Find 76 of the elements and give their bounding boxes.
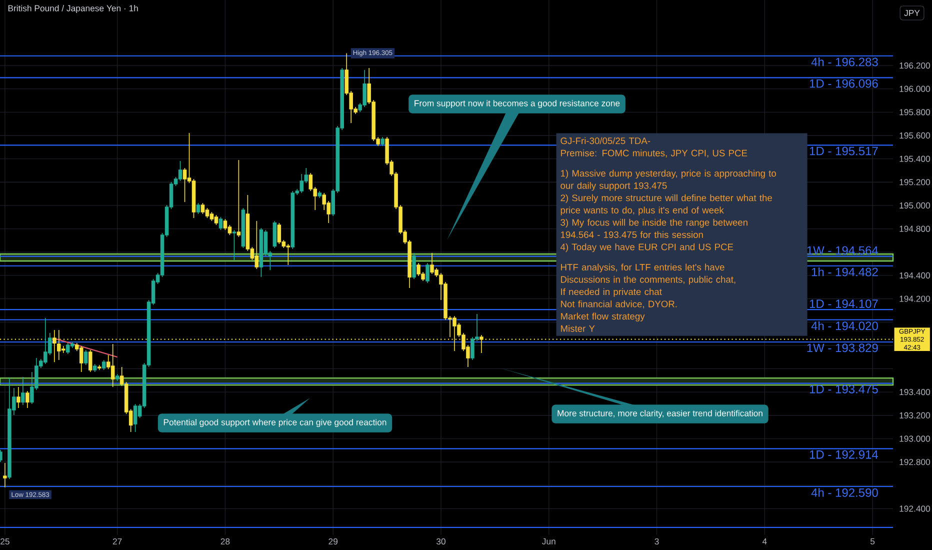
candlestick xyxy=(3,462,7,488)
y-tick-label: 195.800 xyxy=(900,109,930,116)
y-tick-label: 195.400 xyxy=(900,156,930,162)
y-tick-label: 196.000 xyxy=(900,86,930,92)
candlestick xyxy=(236,160,241,238)
x-tick-label: 29 xyxy=(328,538,338,545)
ref-line-label: 1W - 193.829 xyxy=(807,344,878,352)
annotation: More structure, more clarity, easier trend identification xyxy=(558,410,762,418)
y-tick-label: 192.400 xyxy=(900,506,930,512)
annotation: 4) Today we have EUR CPI and US PCE xyxy=(560,243,734,252)
candlestick xyxy=(426,262,430,284)
candlestick xyxy=(110,344,115,388)
candlestick xyxy=(21,376,25,406)
ref-line-label: 1D - 195.517 xyxy=(810,146,878,156)
annotation: 1) Massive dump yesterday, price is approaching to xyxy=(560,170,776,179)
candlestick xyxy=(214,214,218,226)
x-tick-label: 30 xyxy=(436,538,446,545)
candlestick xyxy=(318,190,322,198)
annotation: Not financial advice, DYOR. xyxy=(561,300,677,308)
x-tick-label: 27 xyxy=(112,538,122,544)
annotation: HTF analysis, for LTF entries let's have xyxy=(561,264,724,272)
ref-line-label: 1D - 192.914 xyxy=(810,450,878,459)
text: British Pound / Japanese Yen · 1h xyxy=(8,4,138,14)
candlestick xyxy=(254,220,259,270)
y-tick-label: 194.400 xyxy=(900,272,930,278)
ref-line-label: 4h - 192.590 xyxy=(811,488,878,497)
candlestick xyxy=(84,350,88,366)
annotation: our daily support 193.475 xyxy=(560,182,667,191)
candlestick xyxy=(97,364,102,370)
x-tick-label: Jun xyxy=(542,538,556,544)
annotation: 194.564 - 193.475 for this session xyxy=(560,231,703,238)
candlestick xyxy=(232,230,236,260)
annotation: If needed in private chat xyxy=(561,288,662,297)
y-tick-label: 195.200 xyxy=(900,179,930,186)
ref-line-label: 4h - 194.020 xyxy=(811,321,878,330)
annotation: GJ-Fri-30/05/25 TDA- xyxy=(560,137,650,144)
candlestick xyxy=(92,364,97,372)
y-tick-label: 192.800 xyxy=(900,458,930,466)
annotation: price wants to do, plus it's end of week xyxy=(560,206,724,216)
candlestick xyxy=(16,386,20,408)
y-tick-label: 194.800 xyxy=(900,226,930,232)
x-tick-label: 3 xyxy=(654,538,659,545)
ref-line-label: 1D - 196.096 xyxy=(810,79,878,88)
annotation: 2) Surely more structure will define better what the xyxy=(560,194,772,204)
y-tick-label: 194.200 xyxy=(900,296,930,302)
y-tick-label: 193.000 xyxy=(900,436,930,442)
ref-line-label: 1D - 193.475 xyxy=(810,384,878,394)
y-tick-label: 193.200 xyxy=(900,412,930,418)
candlestick xyxy=(102,360,106,370)
candlestick xyxy=(380,136,384,146)
candlestick xyxy=(286,244,290,266)
x-tick-label: 4 xyxy=(762,538,767,544)
x-tick-label: 25 xyxy=(0,538,10,545)
annotation: Premise: FOMC minutes, JPY CPI, US PCE xyxy=(561,150,748,158)
ref-line-label: 4h - 196.283 xyxy=(811,57,878,66)
ref-line-label: 1W - 194.564 xyxy=(807,246,878,255)
candlestick xyxy=(115,374,120,382)
y-tick-label: 196.200 xyxy=(900,62,930,69)
ref-line-label: 1D - 194.107 xyxy=(810,299,878,308)
annotation: Mister Y xyxy=(561,325,595,332)
ref-line-label: 1h - 194.482 xyxy=(812,267,878,276)
x-tick-label: 28 xyxy=(220,538,230,545)
candlestick xyxy=(79,346,84,372)
y-tick-label: 193.400 xyxy=(900,388,930,396)
y-tick-label: 195.600 xyxy=(900,132,930,139)
y-axis-title: JPY xyxy=(904,10,920,16)
candlestick xyxy=(210,212,214,222)
annotation: From support now it becomes a good resistance zone xyxy=(414,100,620,108)
annotation: Potential good support where price can give good reaction xyxy=(164,418,386,428)
candlestick xyxy=(26,390,30,408)
annotation: 3) My focus will be inside the range between xyxy=(560,218,748,228)
candlestick xyxy=(412,252,416,280)
x-tick-label: 5 xyxy=(870,538,875,544)
annotation: Discussions in the comments, public chat, xyxy=(561,276,736,285)
y-tick-label: 195.000 xyxy=(900,202,930,209)
annotation: Market flow strategy xyxy=(561,312,645,322)
